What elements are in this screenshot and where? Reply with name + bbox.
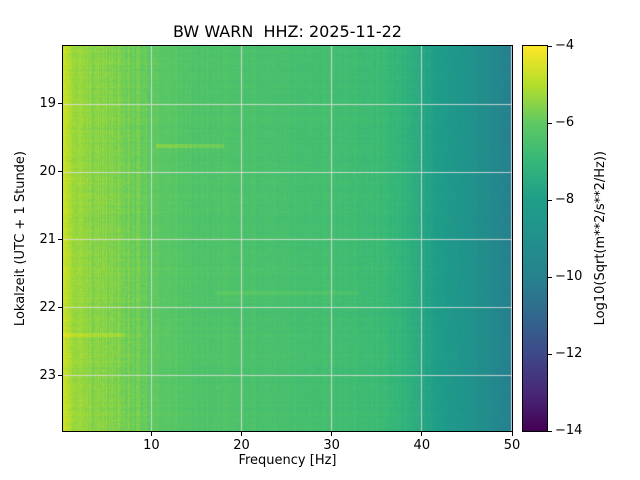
- y-tick-label: 23: [39, 367, 56, 383]
- y-tick-label: 22: [39, 299, 56, 315]
- colorbar-tick-label: −6: [555, 115, 575, 130]
- x-tick-label: 40: [413, 438, 431, 453]
- colorbar-tick-mark: [548, 45, 552, 47]
- x-tick-mark: [511, 432, 513, 436]
- colorbar-tick-mark: [548, 430, 552, 432]
- spectrogram-heatmap: [63, 46, 512, 431]
- colorbar-tick-mark: [548, 122, 552, 124]
- x-tick-label: 10: [143, 438, 160, 453]
- x-tick-mark: [421, 432, 423, 436]
- colorbar-tick-mark: [548, 353, 552, 355]
- colorbar-tick-label: −14: [555, 423, 583, 438]
- colorbar-tick-label: −4: [555, 38, 575, 53]
- colorbar-tick-mark: [548, 199, 552, 201]
- colorbar-tick-label: −8: [555, 192, 575, 207]
- y-tick-label: 21: [39, 231, 56, 247]
- chart-title: BW WARN HHZ: 2025-11-22: [173, 22, 402, 41]
- x-tick-mark: [331, 432, 333, 436]
- y-tick-mark: [58, 239, 62, 241]
- x-tick-label: 30: [323, 438, 340, 453]
- y-tick-label: 20: [39, 163, 56, 179]
- x-axis-label: Frequency [Hz]: [238, 453, 337, 468]
- colorbar-tick-label: −10: [555, 269, 583, 284]
- colorbar-tick-mark: [548, 276, 552, 278]
- y-tick-mark: [58, 375, 62, 377]
- x-tick-mark: [241, 432, 243, 436]
- colorbar-label: Log10(Sqrt(m**2/s**2/Hz)): [592, 151, 608, 326]
- y-tick-mark: [58, 103, 62, 105]
- y-tick-label: 19: [39, 95, 56, 111]
- colorbar-label-box: Log10(Sqrt(m**2/s**2/Hz)): [588, 46, 612, 431]
- x-tick-label: 20: [233, 438, 250, 453]
- x-tick-mark: [150, 432, 152, 436]
- x-tick-label: 50: [503, 438, 521, 453]
- colorbar-gradient: [523, 46, 547, 431]
- y-tick-mark: [58, 171, 62, 173]
- y-tick-mark: [58, 307, 62, 309]
- colorbar-tick-label: −12: [555, 346, 583, 361]
